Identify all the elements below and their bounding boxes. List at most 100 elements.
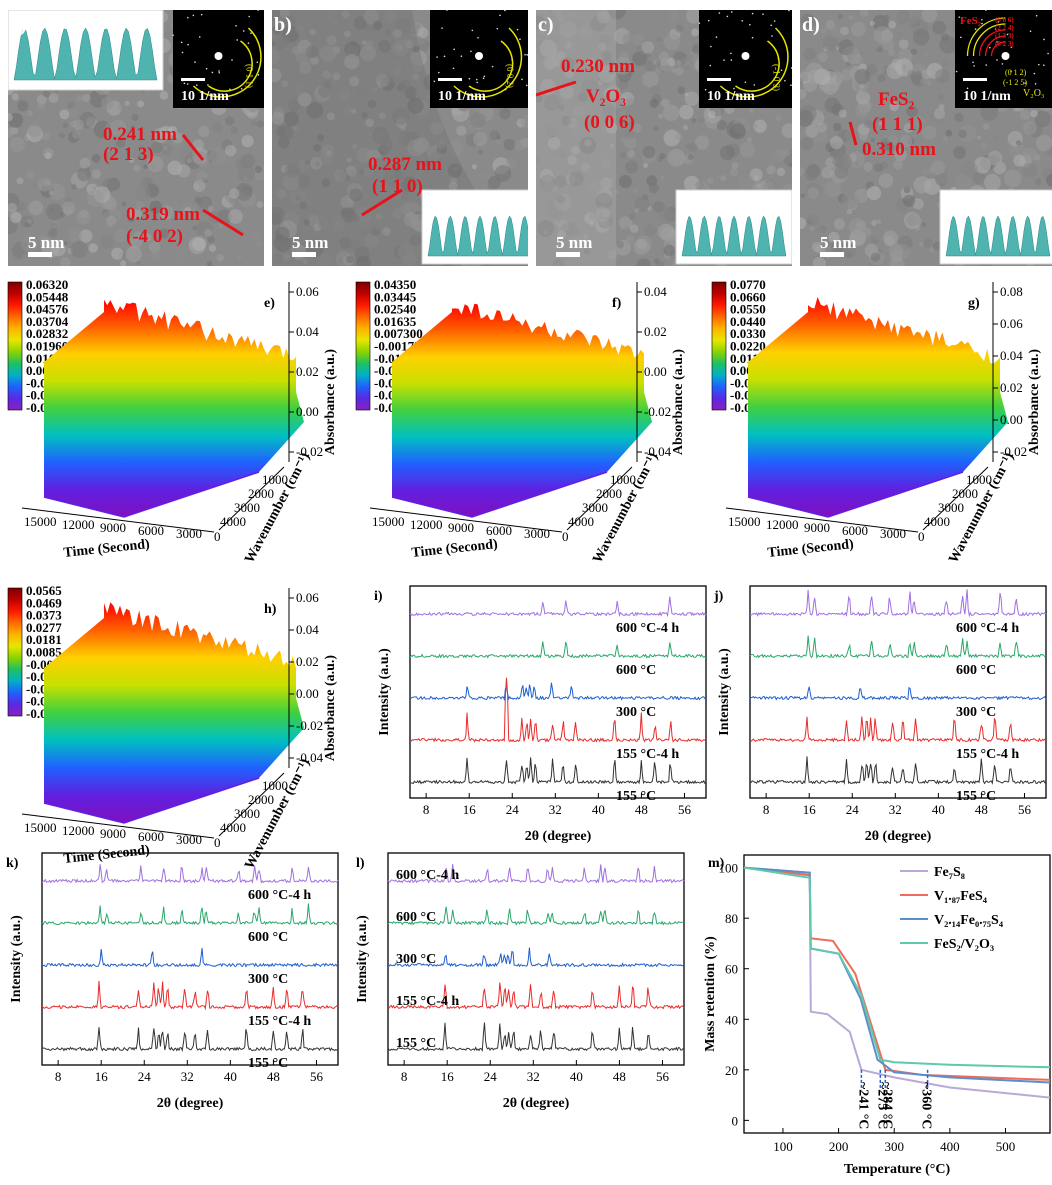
x-tick: 400 — [940, 1139, 960, 1154]
panel-label: i) — [374, 589, 383, 604]
saed-index: (2 2 4) — [995, 24, 1014, 32]
tem-image: 5 nm FeS₂(0 0 6)(2 2 4)(1 3 3)(0 2 3)(0 1… — [800, 10, 1052, 266]
panel-label: k) — [6, 856, 19, 871]
saed-v2o3: V₂O₃ — [1023, 88, 1044, 99]
ftir-3d-plot: 0.07700.06600.05500.04400.03300.02200.01… — [708, 272, 1050, 572]
x-tick: 56 — [310, 1069, 324, 1084]
panel-label: h) — [264, 602, 277, 617]
x-tick: 32 — [889, 802, 902, 817]
tga-series-line — [744, 868, 1050, 1083]
panel-label: d) — [802, 14, 820, 37]
z-tick: 0.00 — [644, 364, 667, 379]
curve-label: 600 °C — [248, 930, 288, 945]
x-axis-label: 2θ (degree) — [865, 829, 932, 844]
panel-label: l) — [356, 856, 365, 871]
saed-scale: 10 1/nm — [707, 89, 755, 104]
x-tick: 16 — [441, 1069, 455, 1084]
y-axis-label: Mass retention (%) — [703, 936, 718, 1052]
z-tick: 0.08 — [1000, 284, 1023, 299]
xrd-curve — [42, 1027, 338, 1050]
ftir-3d-plot: 0.063200.054480.045760.037040.028320.019… — [4, 272, 346, 572]
z-tick: 0.04 — [296, 324, 319, 339]
z-tick: 0.02 — [644, 324, 667, 339]
panel-label: f) — [612, 296, 622, 311]
time-tick: 0 — [918, 529, 925, 544]
scale-bar-label: 5 nm — [28, 233, 64, 252]
time-tick: 15000 — [372, 514, 405, 529]
time-axis-label: Time (Second) — [411, 537, 499, 561]
wn-tick: 4000 — [924, 514, 950, 529]
temperature-annotation: ~241 °C — [855, 1082, 870, 1130]
xrd-curve — [42, 981, 338, 1009]
tem-image: 5 nm(0 1 1)10 1/nm0.241 nm(2 1 3)0.319 n… — [8, 10, 264, 266]
curve-label: 300 °C — [616, 705, 656, 720]
curve-label: 600 °C-4 h — [616, 621, 679, 636]
legend-entry: V₂.₁₄Fe₀.₇₅S₄ — [934, 913, 1004, 928]
lattice-annotation: (1 1 1) — [872, 114, 923, 135]
x-tick: 24 — [506, 802, 519, 817]
temperature-annotation: ~360 °C — [919, 1082, 934, 1130]
curve-label: 600 °C-4 h — [396, 868, 459, 883]
saed-index: (0 2 3) — [995, 40, 1014, 48]
time-tick: 12000 — [766, 517, 799, 532]
curve-label: 155 °C-4 h — [616, 747, 679, 762]
z-tick: -0.02 — [644, 404, 671, 419]
lattice-annotation: 0.230 nm — [561, 56, 635, 77]
x-tick: 56 — [656, 1069, 670, 1084]
time-tick: 12000 — [62, 517, 95, 532]
x-tick: 48 — [267, 1069, 280, 1084]
x-tick: 32 — [549, 802, 562, 817]
xrd-curve — [410, 683, 706, 700]
saed-inset: FeS₂(0 0 6)(2 2 4)(1 3 3)(0 2 3)(0 1 2)(… — [955, 10, 1052, 108]
lattice-annotation: (-4 0 2) — [126, 226, 183, 247]
x-tick: 40 — [570, 1069, 583, 1084]
saed-index: (0 0 6) — [995, 16, 1014, 24]
curve-label: 600 °C-4 h — [248, 888, 311, 903]
time-axis-label: Time (Second) — [767, 537, 855, 561]
xrd-curve — [750, 717, 1046, 742]
scale-bar-label: 5 nm — [292, 233, 328, 252]
profile-inset — [676, 190, 792, 264]
time-tick: 9000 — [100, 520, 126, 535]
saed-index: (0 0 2) — [505, 64, 515, 88]
wn-tick: 2000 — [248, 792, 274, 807]
y-tick: 80 — [725, 911, 738, 926]
x-axis-label: 2θ (degree) — [525, 829, 592, 844]
x-tick: 16 — [463, 802, 477, 817]
xrd-curve — [410, 678, 706, 742]
panel-label: g) — [968, 296, 980, 311]
tga-series-line — [744, 868, 1050, 1080]
time-tick: 15000 — [728, 514, 761, 529]
saed-index: (-1 0 3) — [772, 64, 782, 91]
legend-entry: FeS₂/V₂O₃ — [934, 937, 994, 952]
curve-label: 600 °C-4 h — [956, 621, 1019, 636]
z-tick: 0.02 — [296, 654, 319, 669]
curve-label: 155 °C-4 h — [396, 994, 459, 1009]
x-tick: 16 — [95, 1069, 109, 1084]
time-tick: 9000 — [804, 520, 830, 535]
y-axis-label: Intensity (a.u.) — [717, 648, 732, 736]
z-tick: 0.00 — [1000, 412, 1023, 427]
x-tick: 40 — [932, 802, 945, 817]
profile-inset — [8, 10, 163, 90]
time-tick: 3000 — [880, 526, 906, 541]
lattice-annotation: (0 0 6) — [584, 112, 635, 133]
panel-label: a) — [10, 14, 27, 37]
time-tick: 15000 — [24, 514, 57, 529]
z-tick: 0.02 — [1000, 380, 1023, 395]
lattice-annotation: 0.319 nm — [126, 204, 200, 225]
time-axis-label: Time (Second) — [63, 537, 151, 561]
curve-label: 155 °C — [396, 1036, 436, 1051]
time-tick: 9000 — [100, 826, 126, 841]
scale-bar-label: 5 nm — [820, 233, 856, 252]
panel-label: b) — [274, 14, 292, 37]
